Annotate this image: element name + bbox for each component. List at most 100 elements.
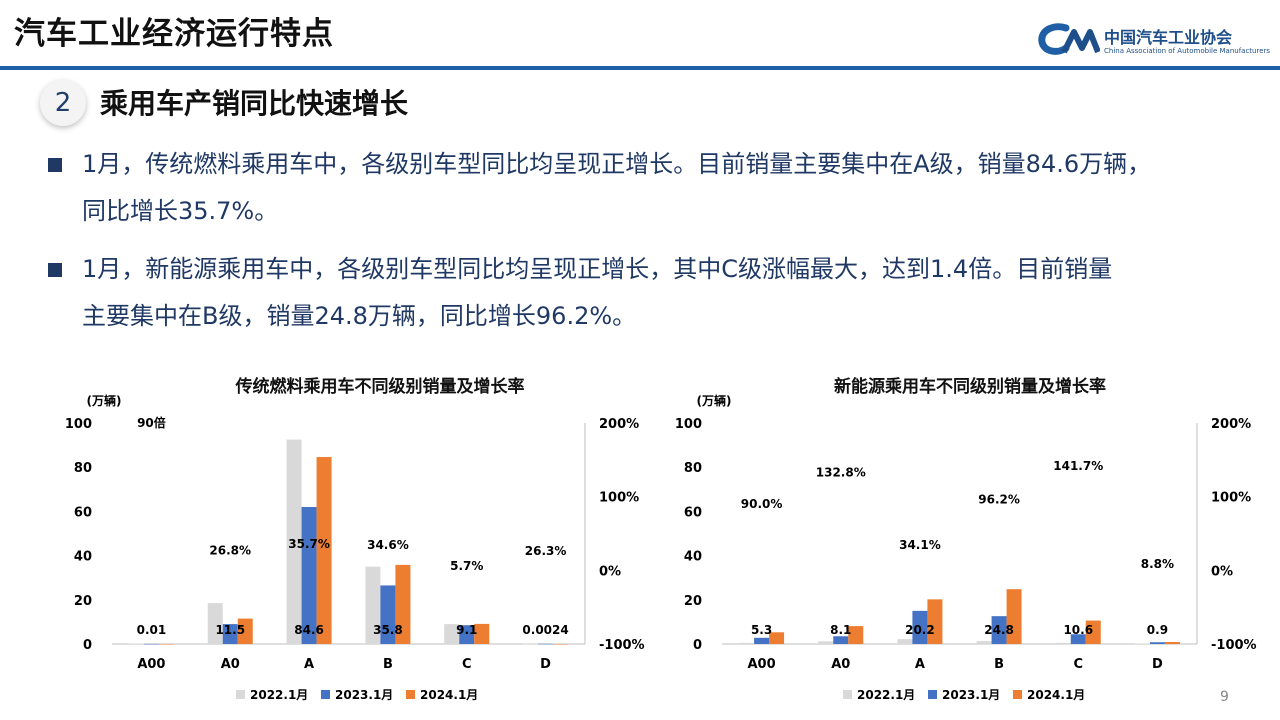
chart-2-title: 新能源乘用车不同级别销量及增长率: [834, 377, 1106, 397]
chart-1-title: 传统燃料乘用车不同级别销量及增长率: [235, 377, 525, 397]
section-number-badge: 2: [40, 80, 86, 126]
y-axis-tick-label: 40: [684, 550, 702, 565]
growth-rate-label: 8.8%: [1141, 557, 1174, 571]
bar-2023.1月-A: [301, 506, 317, 644]
bullet-item-2: 1月，新能源乘用车中，各级别车型同比均呈现正增长，其中C级涨幅最大，达到1.4倍…: [48, 246, 1248, 340]
data-label: 9.1: [456, 623, 477, 637]
data-label: 35.8: [373, 623, 403, 637]
y2-axis-tick-label: 0%: [599, 564, 621, 579]
y-axis-tick-label: 20: [684, 594, 702, 609]
data-label: 0.9: [1147, 623, 1168, 637]
y-axis-unit-label: (万辆): [87, 393, 122, 408]
x-axis-tick-label: C: [1073, 657, 1083, 672]
x-axis-tick-label: A: [915, 657, 925, 672]
bar-2023.1月-B: [380, 585, 396, 644]
bar-2022.1月-B: [365, 566, 381, 644]
bar-2023.1月-D: [1149, 642, 1165, 644]
legend-swatch-2023.1月: [928, 690, 937, 699]
y2-axis-tick-label: -100%: [1211, 638, 1257, 653]
bar-2022.1月-A00: [128, 643, 144, 645]
growth-rate-label: 26.8%: [209, 544, 251, 558]
legend-label: 2023.1月: [942, 688, 1000, 702]
header-divider: [0, 66, 1280, 70]
legend-swatch-2022.1月: [236, 690, 245, 699]
logo-chinese-name: 中国汽车工业协会: [1104, 28, 1233, 47]
x-axis-tick-label: A0: [831, 657, 850, 672]
section-title: 乘用车产销同比快速增长: [100, 87, 409, 120]
growth-rate-label: 34.6%: [367, 538, 409, 552]
bar-2024.1月-C: [474, 623, 490, 644]
y-axis-tick-label: 0: [693, 638, 702, 653]
bar-2022.1月-A: [286, 439, 302, 644]
bullet-square-icon: [48, 263, 62, 277]
y-axis-tick-label: 100: [675, 417, 702, 432]
legend-label: 2023.1月: [335, 688, 393, 702]
bar-2023.1月-B: [991, 616, 1007, 644]
bar-2023.1月-A0: [222, 624, 238, 644]
y2-axis-tick-label: 200%: [599, 417, 639, 432]
bar-2024.1月-A0: [848, 626, 864, 644]
data-label: 5.3: [751, 623, 772, 637]
growth-rate-label: 90.0%: [741, 497, 783, 511]
x-axis-tick-label: C: [462, 657, 472, 672]
bullet-2-line-1: 1月，新能源乘用车中，各级别车型同比均呈现正增长，其中C级涨幅最大，达到1.4倍…: [82, 255, 1113, 283]
x-axis-tick-label: B: [383, 657, 393, 672]
x-axis-tick-label: A00: [748, 657, 776, 672]
bar-2023.1月-D: [538, 643, 554, 645]
data-label: 24.8: [984, 623, 1014, 637]
data-label: 20.2: [905, 623, 935, 637]
bar-2024.1月-B: [1006, 589, 1022, 644]
bar-2023.1月-A00: [143, 643, 159, 645]
data-label: 11.5: [215, 623, 245, 637]
growth-rate-label: 96.2%: [978, 492, 1020, 506]
y-axis-tick-label: 40: [74, 550, 92, 565]
bar-2024.1月-A: [927, 599, 943, 644]
bullet-square-icon: [48, 158, 62, 172]
bar-2024.1月-A00: [769, 632, 785, 644]
data-label: 84.6: [294, 623, 324, 637]
bar-2024.1月-D: [1164, 642, 1180, 644]
data-label: 10.6: [1063, 623, 1093, 637]
caam-logo-icon: [1038, 23, 1101, 55]
bar-2024.1月-A00: [158, 643, 174, 645]
bar-2022.1月-A: [897, 639, 913, 644]
bar-2022.1月-C: [444, 624, 460, 644]
bar-2022.1月-A0: [818, 641, 834, 644]
bar-2022.1月-D: [523, 643, 539, 645]
bar-2024.1月-D: [553, 643, 569, 645]
growth-rate-label: 90倍: [137, 415, 166, 430]
bar-2024.1月-C: [1085, 620, 1101, 644]
growth-rate-label: 35.7%: [288, 537, 330, 551]
y2-axis-tick-label: 100%: [1211, 491, 1251, 506]
bar-2022.1月-A0: [207, 603, 223, 644]
y2-axis-tick-label: 100%: [599, 491, 639, 506]
bullet-item-1: 1月，传统燃料乘用车中，各级别车型同比均呈现正增长。目前销量主要集中在A级，销量…: [48, 141, 1248, 235]
x-axis-tick-label: B: [994, 657, 1004, 672]
page-title: 汽车工业经济运行特点: [14, 16, 334, 52]
data-label: 0.0024: [522, 623, 568, 637]
legend-label: 2022.1月: [857, 688, 915, 702]
bar-2023.1月-C: [1070, 634, 1086, 644]
legend-swatch-2024.1月: [406, 690, 415, 699]
y2-axis-tick-label: -100%: [599, 638, 645, 653]
logo-english-name: China Association of Automobile Manufact…: [1104, 47, 1271, 55]
bar-2023.1月-A: [912, 610, 928, 644]
x-axis-tick-label: D: [540, 657, 551, 672]
y2-axis-tick-label: 200%: [1211, 417, 1251, 432]
bar-2022.1月-C: [1055, 642, 1071, 644]
y-axis-unit-label: (万辆): [697, 393, 732, 408]
caam-logo: 中国汽车工业协会 China Association of Automobile…: [1036, 22, 1270, 62]
page-number: 9: [1220, 689, 1229, 705]
data-label: 0.01: [137, 623, 167, 637]
data-label: 8.1: [830, 623, 851, 637]
bar-2024.1月-B: [395, 564, 411, 644]
legend-label: 2024.1月: [420, 688, 478, 702]
bar-2023.1月-A00: [754, 637, 770, 644]
growth-rate-label: 5.7%: [450, 559, 483, 573]
legend-label: 2022.1月: [250, 688, 308, 702]
legend-label: 2024.1月: [1027, 688, 1085, 702]
bar-2023.1月-A0: [833, 636, 849, 644]
legend-swatch-2023.1月: [321, 690, 330, 699]
